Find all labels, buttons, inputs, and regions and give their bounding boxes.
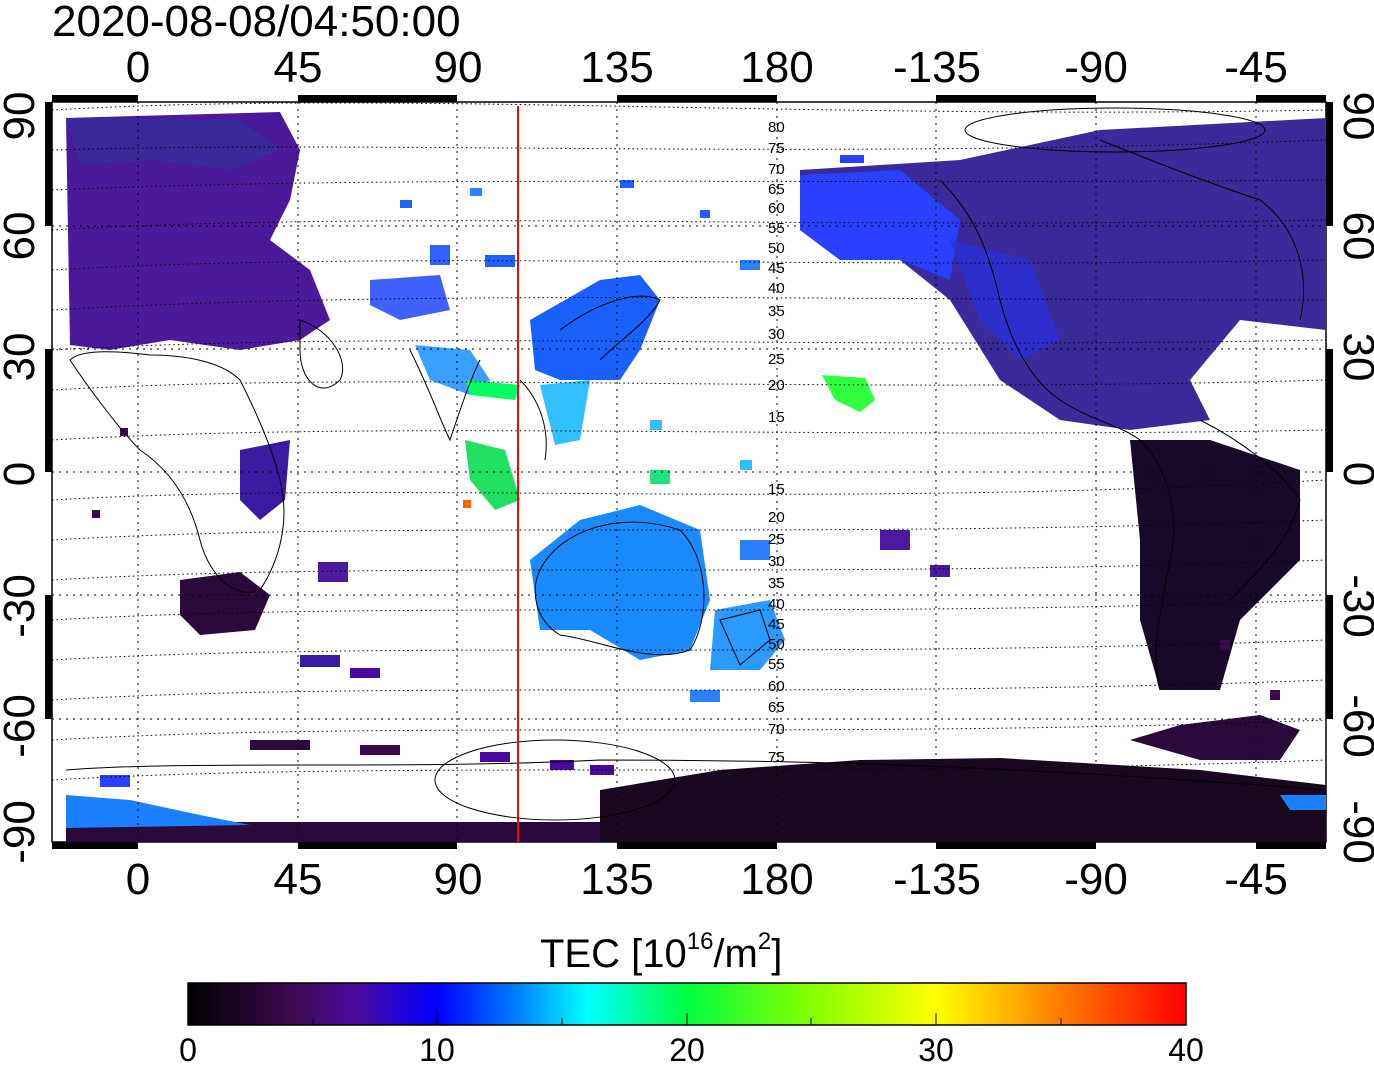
top-tick: -90 xyxy=(1064,43,1128,92)
tec-region-antarctic-peninsula xyxy=(1130,715,1300,760)
colorbar-title-close: ] xyxy=(771,932,783,976)
contour-label: 80 xyxy=(768,119,785,136)
tec-region-north-america-east xyxy=(950,240,1060,360)
contour-label: 40 xyxy=(768,280,785,297)
contour-label: 35 xyxy=(768,575,785,592)
colorbar-title: TEC [1016/m2] xyxy=(540,918,782,978)
tec-scatter-pixels xyxy=(92,155,1280,787)
bottom-tick: -90 xyxy=(1064,855,1128,904)
magnetic-latitude-contours xyxy=(52,102,1326,781)
top-tick: -45 xyxy=(1224,43,1288,92)
contour-label: 60 xyxy=(768,200,785,217)
contour-label: 35 xyxy=(768,303,785,320)
coastlines xyxy=(65,107,1326,821)
frame-tick-bars xyxy=(45,95,1333,849)
top-tick: 135 xyxy=(580,43,654,92)
tec-region-europe xyxy=(66,112,330,350)
contour-label: 45 xyxy=(768,616,785,633)
contour-label: 70 xyxy=(768,161,785,178)
bottom-tick: 90 xyxy=(433,855,483,904)
contour-label: 75 xyxy=(768,749,785,766)
tec-data-layer xyxy=(66,112,1326,842)
contour-label: 60 xyxy=(768,678,785,695)
contour-label: 55 xyxy=(768,220,785,237)
tec-region-sumatra xyxy=(465,440,520,510)
colorbar-tick: 10 xyxy=(419,1032,455,1068)
contour-label: 65 xyxy=(768,181,785,198)
colorbar-tick: 0 xyxy=(179,1032,197,1068)
tec-region-antarctica xyxy=(600,758,1326,842)
colorbar-title-exponent: 16 xyxy=(686,928,714,955)
colorbar-title-main: TEC [10 xyxy=(540,932,687,976)
tec-region-east-asia xyxy=(530,275,660,380)
contour-label: 65 xyxy=(768,699,785,716)
bottom-tick: 135 xyxy=(580,855,654,904)
tec-region-hawaii xyxy=(822,375,875,412)
top-tick: 90 xyxy=(433,43,483,92)
contour-label: 30 xyxy=(768,553,785,570)
contour-label: 15 xyxy=(768,409,785,426)
tec-region-canada-west xyxy=(800,170,960,280)
tec-region-south-america xyxy=(1130,440,1300,690)
colorbar-tick: 30 xyxy=(918,1032,954,1068)
tec-region-south-africa xyxy=(180,572,270,635)
contour-label: 15 xyxy=(768,481,785,498)
top-tick: 45 xyxy=(273,43,323,92)
contour-label: 25 xyxy=(768,351,785,368)
contour-label: 70 xyxy=(768,721,785,738)
contour-label: 40 xyxy=(768,596,785,613)
bottom-tick: 180 xyxy=(740,855,814,904)
tec-region-australia xyxy=(530,505,710,660)
tec-region-taiwan-philippines xyxy=(540,380,590,445)
colorbar-tick: 40 xyxy=(1168,1032,1204,1068)
tec-region-antarctica-blue xyxy=(66,795,250,828)
tec-region-east-africa xyxy=(240,440,290,520)
contour-label: 20 xyxy=(768,377,785,394)
graticule xyxy=(52,102,1326,842)
colorbar-title-unit: /m xyxy=(713,932,758,976)
tec-region-indochina xyxy=(465,380,520,400)
tec-region-north-america xyxy=(800,118,1326,430)
bottom-tick: -45 xyxy=(1224,855,1288,904)
contour-label: 75 xyxy=(768,140,785,157)
tec-region-antarctic-blue-east xyxy=(1280,795,1326,810)
bottom-tick: 45 xyxy=(273,855,323,904)
colorbar-title-exponent-2: 2 xyxy=(757,928,772,955)
bottom-tick: -135 xyxy=(892,855,982,904)
timestamp-title: 2020-08-08/04:50:00 xyxy=(52,0,461,46)
contour-label: 25 xyxy=(768,531,785,548)
contour-label: 50 xyxy=(768,240,785,257)
colorbar-tick: 20 xyxy=(669,1032,705,1068)
bottom-tick: 0 xyxy=(125,855,151,904)
tec-region-europe-north xyxy=(66,118,280,170)
tec-region-siberia xyxy=(370,275,450,320)
contour-label: 30 xyxy=(768,326,785,343)
top-tick: -135 xyxy=(892,43,982,92)
top-tick: 180 xyxy=(740,43,814,92)
colorbar-minor-ticks xyxy=(312,1013,1062,1025)
top-tick: 0 xyxy=(125,43,151,92)
contour-label: 50 xyxy=(768,636,785,653)
tec-region-antarctica-west xyxy=(66,822,600,842)
contour-label: 45 xyxy=(768,260,785,277)
contour-label: 20 xyxy=(768,509,785,526)
contour-label: 55 xyxy=(768,656,785,673)
